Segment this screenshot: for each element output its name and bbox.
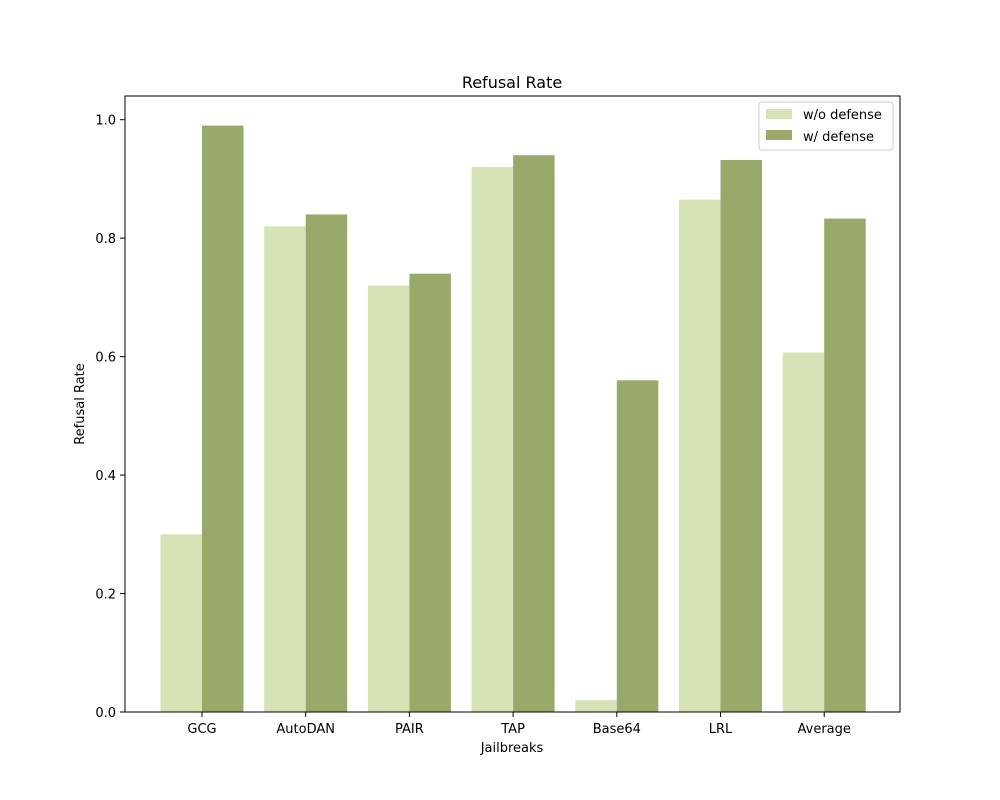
bar-lrl-with-defense bbox=[720, 159, 762, 712]
y-tick-label: 0.8 bbox=[95, 232, 116, 247]
chart-title: Refusal Rate bbox=[462, 73, 562, 92]
bar-gcg-without-defense bbox=[160, 534, 202, 712]
bar-base64-without-defense bbox=[575, 700, 617, 712]
x-tick-label: PAIR bbox=[395, 722, 424, 737]
bar-base64-with-defense bbox=[616, 380, 659, 712]
bar-average-with-defense bbox=[824, 218, 866, 712]
y-axis: 0.0 0.2 0.4 0.6 0.8 1.0 bbox=[95, 114, 125, 721]
x-axis-label: Jailbreaks bbox=[480, 741, 544, 756]
y-tick-label: 0.4 bbox=[95, 469, 116, 484]
legend-swatch-without-defense bbox=[766, 109, 792, 119]
bar-lrl-without-defense bbox=[679, 199, 721, 713]
y-tick-label: 0.6 bbox=[95, 351, 116, 366]
y-tick-label: 0.2 bbox=[95, 588, 116, 603]
bar-autodan-without-defense bbox=[264, 226, 306, 713]
x-tick-label: Average bbox=[798, 722, 851, 737]
x-tick-label: LRL bbox=[709, 722, 733, 737]
y-tick-label: 1.0 bbox=[95, 114, 116, 129]
x-axis: GCG AutoDAN PAIR TAP Base64 LRL Average bbox=[187, 712, 851, 737]
bar-gcg-with-defense bbox=[202, 125, 244, 713]
y-tick-label: 0.0 bbox=[95, 706, 116, 721]
x-tick-label: Base64 bbox=[593, 722, 641, 737]
bar-pair-without-defense bbox=[367, 285, 410, 712]
bar-autodan-with-defense bbox=[305, 214, 348, 712]
x-tick-label: AutoDAN bbox=[276, 722, 335, 737]
legend: w/o defense w/ defense bbox=[758, 101, 894, 151]
x-tick-label: TAP bbox=[500, 722, 525, 737]
bars-group bbox=[160, 125, 866, 713]
legend-swatch-with-defense bbox=[766, 130, 792, 140]
legend-label-without-defense: w/o defense bbox=[803, 108, 882, 123]
y-axis-label: Refusal Rate bbox=[73, 363, 88, 445]
bar-tap-without-defense bbox=[471, 167, 514, 713]
legend-label-with-defense: w/ defense bbox=[803, 130, 874, 145]
bar-pair-with-defense bbox=[409, 273, 451, 712]
x-tick-label: GCG bbox=[187, 722, 216, 737]
bar-average-without-defense bbox=[782, 352, 825, 712]
plot-frame bbox=[124, 95, 901, 713]
legend-box bbox=[758, 101, 894, 151]
bar-tap-with-defense bbox=[513, 155, 555, 712]
